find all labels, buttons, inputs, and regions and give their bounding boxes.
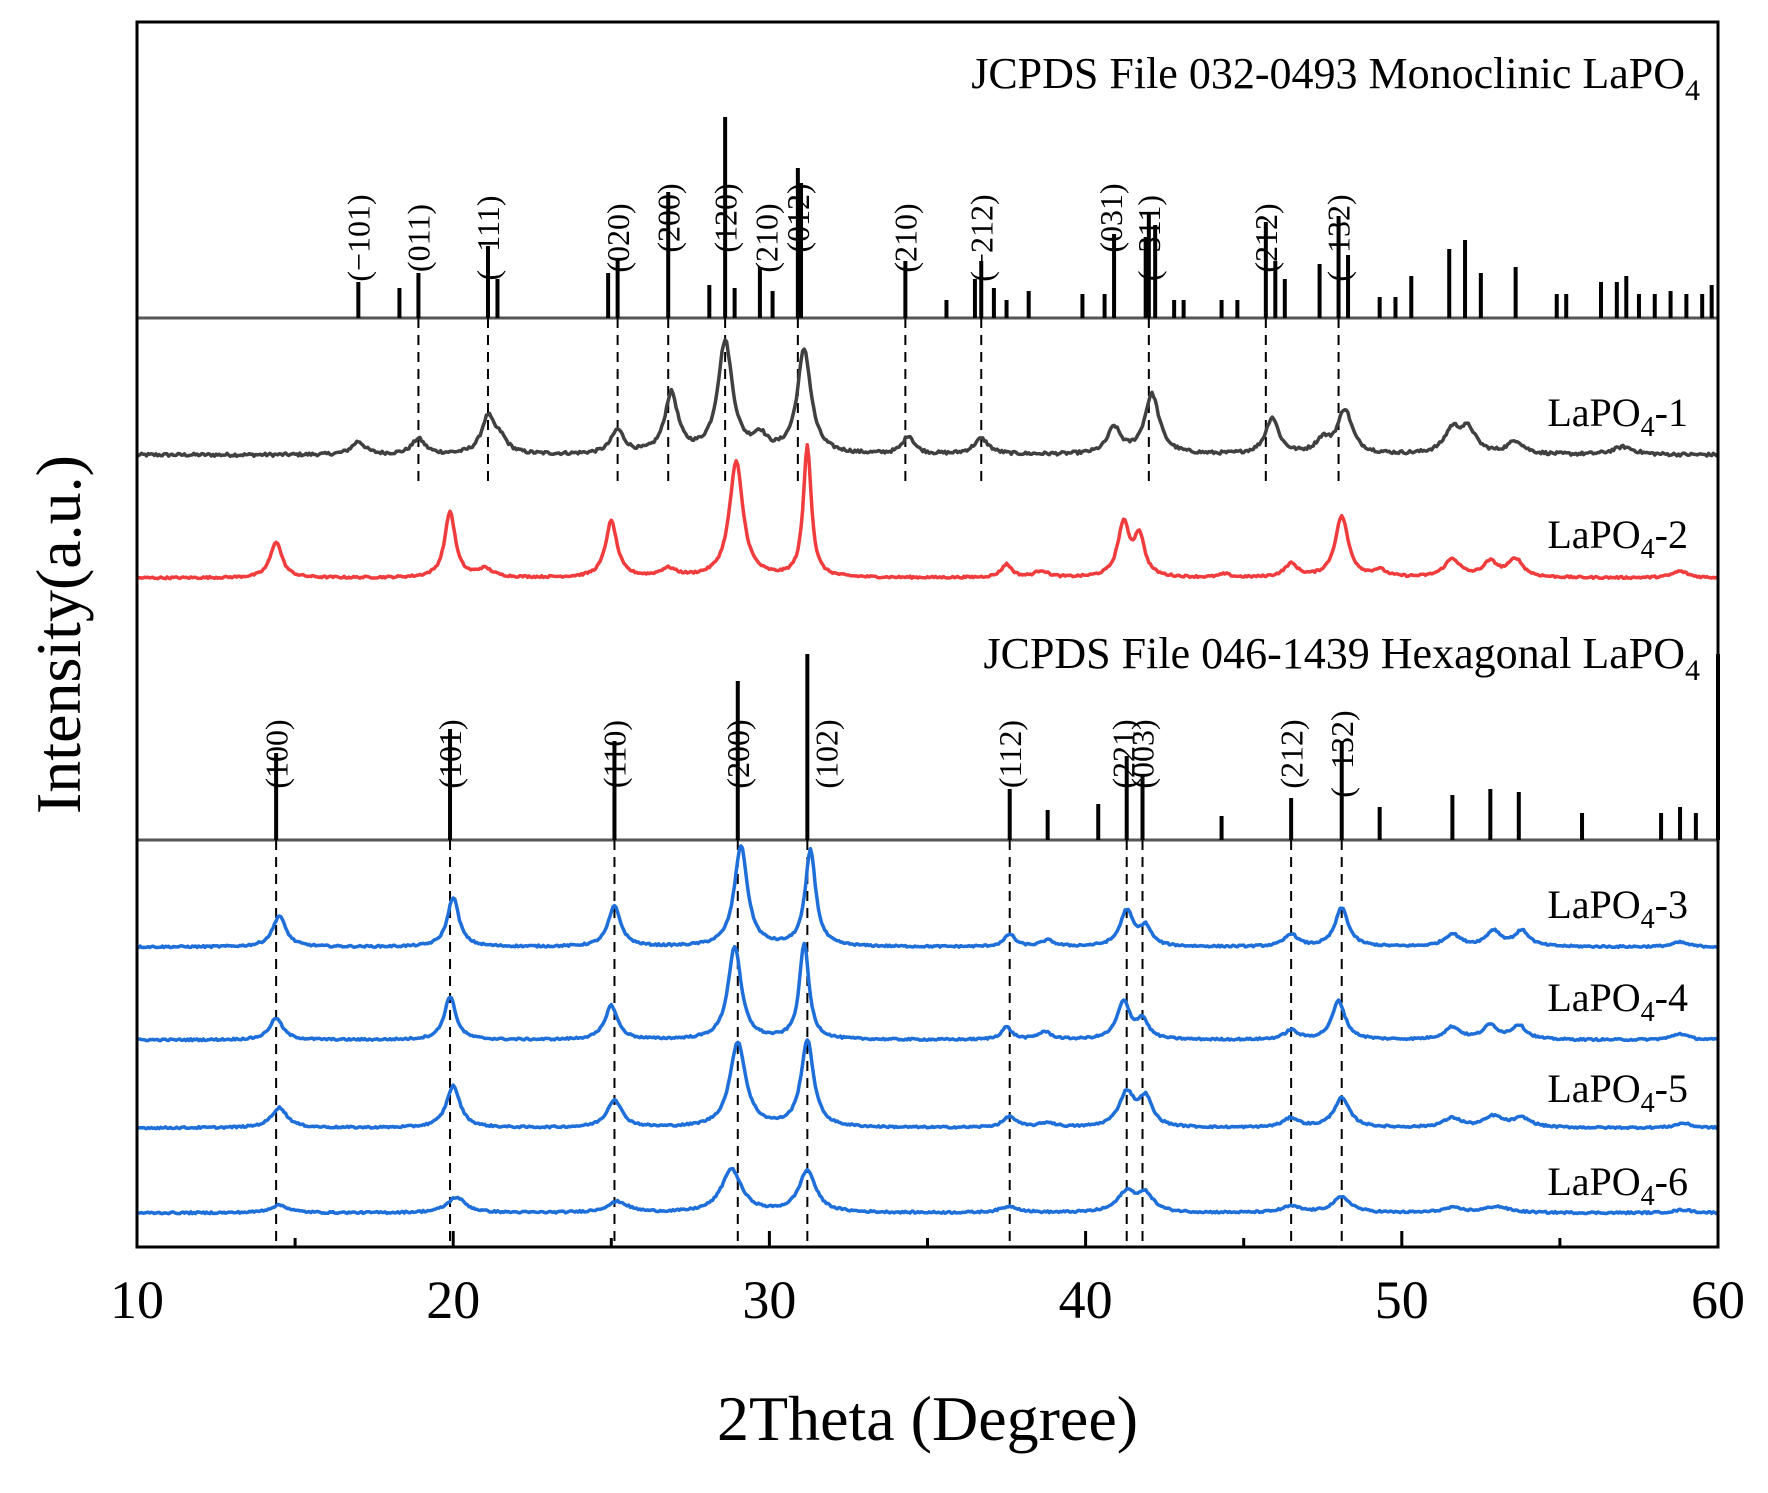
hkl-label: (102): [809, 719, 845, 788]
hkl-label: (−212): [963, 194, 999, 281]
series-label-subscript: 4: [1641, 412, 1655, 443]
dashed-reference-lines: [275, 318, 1343, 1247]
series-label-suffix: -4: [1655, 975, 1688, 1020]
reference-title-2: JCPDS File 046-1439 Hexagonal LaPO4: [983, 629, 1700, 687]
reference-title-subscript: 4: [1685, 654, 1700, 687]
x-tick-label: 30: [742, 1270, 796, 1330]
series-label-subscript: 4: [1641, 997, 1655, 1028]
series-label-subscript: 4: [1641, 1181, 1655, 1212]
x-tick-label: 50: [1375, 1270, 1429, 1330]
series-label-subscript: 4: [1641, 534, 1655, 565]
series-label-3: LaPO4-3: [1547, 882, 1688, 935]
series-label-text: LaPO: [1547, 1159, 1640, 1204]
series-label-4: LaPO4-4: [1547, 975, 1688, 1028]
x-tick-label: 40: [1059, 1270, 1113, 1330]
hkl-label: (100): [258, 719, 294, 788]
hkl-label: (−101): [341, 194, 377, 281]
hkl-label: (200): [720, 719, 756, 788]
hkl-label: (110): [597, 720, 633, 788]
series-label-5: LaPO4-5: [1547, 1066, 1688, 1119]
series-label-text: LaPO: [1547, 882, 1640, 927]
series-label-suffix: -2: [1655, 512, 1688, 557]
series-label-subscript: 4: [1641, 1088, 1655, 1119]
hkl-label: (221): [1106, 719, 1142, 788]
series-label-text: LaPO: [1547, 512, 1640, 557]
hkl-label: (020): [600, 203, 636, 272]
xrd-traces: [136, 338, 1719, 1216]
hkl-label: (212): [1248, 203, 1284, 272]
trace-2: [136, 442, 1719, 581]
x-tick-label: 20: [426, 1270, 480, 1330]
trace-3: [136, 844, 1719, 950]
reference-title-text: JCPDS File 046-1439 Hexagonal LaPO: [983, 629, 1685, 678]
series-label-suffix: -3: [1655, 882, 1688, 927]
series-label-suffix: -6: [1655, 1159, 1688, 1204]
hkl-label: (012): [780, 183, 816, 252]
reference-title-subscript: 4: [1685, 74, 1700, 107]
hkl-label: (−132): [1321, 194, 1357, 281]
hkl-label: (−132): [1324, 710, 1360, 797]
series-label-suffix: -1: [1655, 390, 1688, 435]
x-axis: 10 20 30 40 50 60: [110, 1231, 1745, 1330]
trace-6: [136, 1166, 1719, 1216]
x-tick-label: 10: [110, 1270, 164, 1330]
hkl-label: (031): [1093, 183, 1129, 252]
series-label-suffix: -5: [1655, 1066, 1688, 1111]
hkl-labels: (−101) (011) (−111) (020) (200) (120) (210)(01…: [258, 183, 1360, 797]
x-axis-label: 2Theta (Degree): [717, 1383, 1138, 1454]
series-label-subscript: 4: [1641, 904, 1655, 935]
hkl-label: (210): [748, 203, 784, 272]
hkl-label: (−311): [1131, 195, 1167, 281]
hkl-label: (212): [1273, 719, 1309, 788]
trace-1: [136, 338, 1719, 459]
trace-5: [136, 1038, 1719, 1131]
hkl-label: (101): [432, 719, 468, 788]
hkl-label: (−111): [470, 196, 506, 281]
series-label-1: LaPO4-1: [1547, 390, 1688, 443]
x-tick-label: 60: [1691, 1270, 1745, 1330]
y-axis-label: Intensity(a.u.): [23, 455, 94, 814]
hkl-label: (003): [1125, 719, 1161, 788]
series-label-text: LaPO: [1547, 390, 1640, 435]
series-label-text: LaPO: [1547, 1066, 1640, 1111]
reference-title-1: JCPDS File 032-0493 Monoclinic LaPO4: [971, 49, 1700, 107]
hkl-label: (011): [401, 204, 437, 272]
hkl-label: (112): [992, 720, 1028, 788]
hkl-label: (210): [888, 203, 924, 272]
trace-4: [136, 941, 1719, 1043]
hkl-label: (120): [707, 183, 743, 252]
reference-title-text: JCPDS File 032-0493 Monoclinic LaPO: [971, 49, 1685, 98]
reference-pattern-titles: JCPDS File 032-0493 Monoclinic LaPO4JCPD…: [971, 49, 1700, 687]
series-label-6: LaPO4-6: [1547, 1159, 1688, 1212]
series-label-text: LaPO: [1547, 975, 1640, 1020]
series-labels: LaPO4-1LaPO4-2LaPO4-3LaPO4-4LaPO4-5LaPO4…: [1547, 390, 1688, 1212]
series-label-2: LaPO4-2: [1547, 512, 1688, 565]
hkl-label: (200): [650, 183, 686, 252]
